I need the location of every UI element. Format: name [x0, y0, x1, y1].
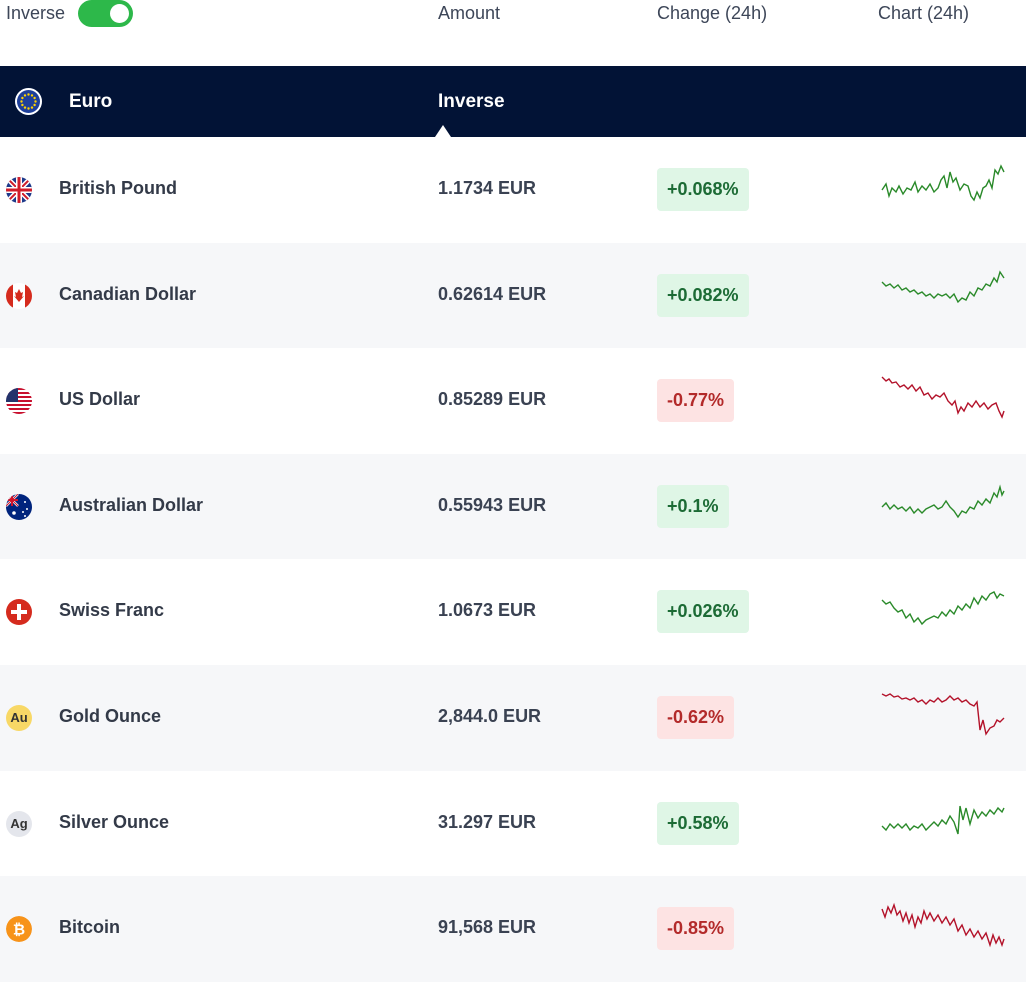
us-flag-icon: [6, 388, 32, 415]
currency-name: Swiss Franc: [59, 600, 165, 621]
change-badge: -0.62%: [657, 695, 735, 739]
table-row[interactable]: Ag Silver Ounce 31.297 EUR +0.58%: [0, 771, 1026, 877]
svg-text:₿: ₿: [13, 921, 25, 939]
inverse-toggle[interactable]: [78, 0, 133, 27]
base-currency-bar[interactable]: Euro Inverse: [0, 66, 1026, 137]
change-badge: -0.85%: [657, 907, 735, 951]
sparkline-chart: [881, 902, 1005, 948]
column-header-amount: Amount: [438, 3, 501, 23]
table-row[interactable]: Swiss Franc 1.0673 EUR +0.026%: [0, 559, 1026, 665]
canada-flag-icon: [6, 282, 32, 309]
inverse-label: Inverse: [6, 3, 66, 23]
table-row[interactable]: ₿ Bitcoin 91,568 EUR -0.85%: [0, 876, 1026, 982]
change-badge: +0.082%: [657, 273, 749, 317]
silver-symbol: Ag: [10, 816, 28, 832]
table-row[interactable]: Australian Dollar 0.55943 EUR +0.1%: [0, 453, 1026, 560]
sparkline-chart: [881, 269, 1005, 303]
gold-symbol: Au: [10, 710, 28, 726]
amount-value: 1.1734 EUR: [438, 178, 537, 198]
bitcoin-icon: ₿: [6, 916, 32, 943]
column-header-change: Change (24h): [657, 3, 768, 23]
amount-value: 1.0673 EUR: [438, 600, 537, 621]
table-row[interactable]: Au Gold Ounce 2,844.0 EUR -0.62%: [0, 664, 1026, 771]
change-badge: +0.068%: [657, 168, 749, 211]
sparkline-chart: [881, 484, 1005, 519]
currency-name: Bitcoin: [59, 917, 120, 938]
change-badge: -0.77%: [657, 379, 735, 423]
currency-name: Canadian Dollar: [59, 283, 197, 304]
gold-icon: Au: [6, 704, 32, 731]
toggle-knob: [110, 4, 129, 23]
currency-name: US Dollar: [59, 389, 141, 410]
currency-name: Gold Ounce: [59, 705, 162, 726]
amount-value: 2,844.0 EUR: [438, 705, 542, 726]
sparkline-chart: [881, 693, 1005, 736]
currency-name: Silver Ounce: [59, 811, 170, 832]
eu-flag-icon: [15, 88, 42, 115]
sparkline-chart: [881, 376, 1005, 420]
column-header-chart: Chart (24h): [878, 3, 970, 23]
currency-list: British Pound 1.1734 EUR +0.068% Canadia…: [0, 137, 1026, 982]
table-row[interactable]: US Dollar 0.85289 EUR -0.77%: [0, 348, 1026, 454]
caret-up-icon: [435, 125, 451, 137]
base-currency-mode: Inverse: [438, 91, 505, 112]
currency-name: Australian Dollar: [59, 494, 204, 515]
australia-flag-icon: [6, 493, 32, 520]
amount-value: 0.55943 EUR: [438, 494, 547, 515]
change-badge: +0.026%: [657, 590, 749, 634]
uk-flag-icon: [6, 177, 32, 203]
base-currency-name: Euro: [69, 91, 113, 112]
amount-value: 0.85289 EUR: [438, 389, 547, 410]
table-header: Inverse Amount Change (24h) Chart (24h): [0, 0, 1026, 66]
table-row[interactable]: Canadian Dollar 0.62614 EUR +0.082%: [0, 242, 1026, 349]
amount-value: 0.62614 EUR: [438, 283, 547, 304]
amount-value: 91,568 EUR: [438, 917, 537, 938]
sparkline-chart: [881, 591, 1005, 626]
change-badge: +0.1%: [657, 484, 729, 528]
table-row[interactable]: British Pound 1.1734 EUR +0.068%: [0, 137, 1026, 243]
sparkline-chart: [881, 805, 1005, 834]
change-badge: +0.58%: [657, 801, 739, 845]
sparkline-chart: [881, 164, 1005, 202]
silver-icon: Ag: [6, 810, 32, 837]
swiss-flag-icon: [6, 599, 32, 626]
currency-name: British Pound: [59, 178, 177, 198]
amount-value: 31.297 EUR: [438, 811, 537, 832]
